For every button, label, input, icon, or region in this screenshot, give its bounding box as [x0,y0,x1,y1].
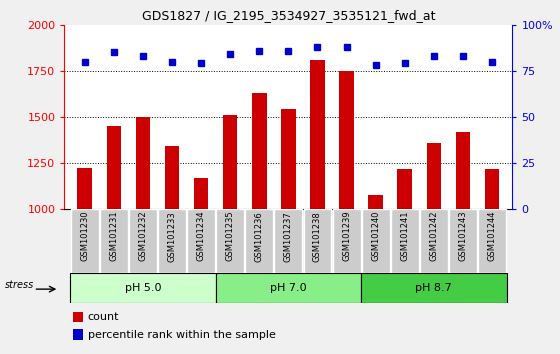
Bar [339,71,354,209]
Bar [129,209,157,273]
Bar [73,312,83,322]
Bar [478,209,506,273]
Bar [73,329,83,340]
Bar [274,209,302,273]
Text: GSM101236: GSM101236 [255,211,264,262]
Text: GSM101230: GSM101230 [80,211,89,261]
Bar [368,195,383,209]
Bar [187,209,215,273]
Bar [485,169,500,209]
Bar [71,209,99,273]
Text: GSM101233: GSM101233 [167,211,176,262]
Bar [216,209,244,273]
Title: GDS1827 / IG_2195_3534927_3535121_fwd_at: GDS1827 / IG_2195_3534927_3535121_fwd_at [142,9,435,22]
Bar [194,178,208,209]
Bar [456,132,470,209]
Bar [427,143,441,209]
Text: pH 8.7: pH 8.7 [416,282,452,293]
Bar [449,209,477,273]
Bar [252,93,267,209]
Bar [100,209,128,273]
Bar [391,209,419,273]
Bar [398,169,412,209]
Bar [136,117,150,209]
Text: GSM101238: GSM101238 [313,211,322,262]
Text: GSM101235: GSM101235 [226,211,235,261]
Text: count: count [88,312,119,322]
Bar [165,146,179,209]
Bar [304,209,332,273]
Text: stress: stress [5,280,34,290]
Text: GSM101240: GSM101240 [371,211,380,261]
Bar [106,126,121,209]
Text: pH 5.0: pH 5.0 [125,282,161,293]
Text: GSM101234: GSM101234 [197,211,206,261]
Text: GSM101239: GSM101239 [342,211,351,261]
Text: GSM101242: GSM101242 [430,211,438,261]
Bar [77,169,92,209]
Bar [361,273,507,303]
Bar [362,209,390,273]
Bar [333,209,361,273]
Bar [281,109,296,209]
Text: GSM101241: GSM101241 [400,211,409,261]
Bar [158,209,186,273]
Text: GSM101232: GSM101232 [138,211,147,261]
Text: GSM101243: GSM101243 [459,211,468,261]
Bar [70,273,216,303]
Text: GSM101244: GSM101244 [488,211,497,261]
Bar [223,115,237,209]
Text: GSM101231: GSM101231 [109,211,118,261]
Bar [310,60,325,209]
Text: percentile rank within the sample: percentile rank within the sample [88,330,276,339]
Text: pH 7.0: pH 7.0 [270,282,307,293]
Bar [420,209,448,273]
Bar [245,209,273,273]
Text: GSM101237: GSM101237 [284,211,293,262]
Bar [216,273,361,303]
